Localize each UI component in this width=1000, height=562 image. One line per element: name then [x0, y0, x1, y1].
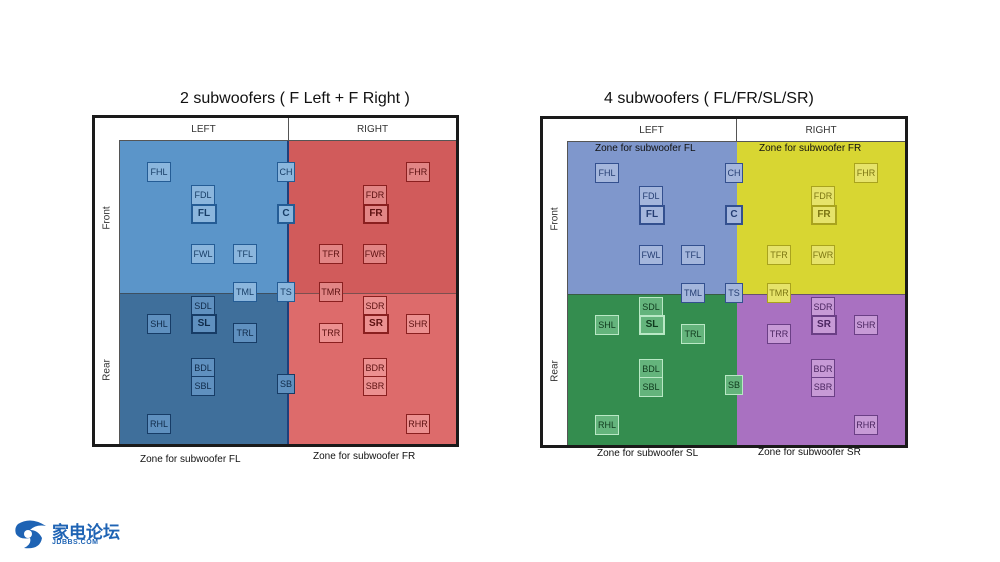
- side-column: Front Rear: [95, 140, 120, 444]
- speaker-shr: SHR: [854, 315, 878, 335]
- speaker-sb: SB: [725, 375, 743, 395]
- speaker-fhl: FHL: [147, 162, 171, 182]
- speaker-tmr: TMR: [319, 282, 343, 302]
- speaker-trl: TRL: [681, 324, 705, 344]
- speaker-fr: FR: [811, 205, 837, 225]
- speaker-tml: TML: [681, 283, 705, 303]
- speaker-sl: SL: [639, 315, 665, 335]
- speaker-shr: SHR: [406, 314, 430, 334]
- site-logo: 家电论坛 JDBBS.COM: [12, 518, 137, 554]
- speaker-trr: TRR: [767, 324, 791, 344]
- speaker-bdl: BDL: [639, 359, 663, 379]
- speaker-tfr: TFR: [767, 245, 791, 265]
- speaker-bdl: BDL: [191, 358, 215, 378]
- speaker-trr: TRR: [319, 323, 343, 343]
- speaker-ts: TS: [277, 282, 295, 302]
- speaker-fr: FR: [363, 204, 389, 224]
- logo-icon: [15, 520, 47, 549]
- side-rear-label: Rear: [549, 360, 561, 382]
- speaker-sb: SB: [277, 374, 295, 394]
- logo-domain: JDBBS.COM: [52, 539, 99, 546]
- speaker-tfl: TFL: [233, 244, 257, 264]
- speaker-fdr: FDR: [363, 185, 387, 205]
- diagram2-title: 4 subwoofers ( FL/FR/SL/SR): [604, 90, 814, 107]
- zone-fr-label: Zone for subwoofer FR: [313, 451, 416, 462]
- speaker-tfr: TFR: [319, 244, 343, 264]
- speaker-fl: FL: [639, 205, 665, 225]
- speaker-rhl: RHL: [595, 415, 619, 435]
- zone-fl-label: Zone for subwoofer FL: [595, 143, 696, 154]
- speaker-bdr: BDR: [363, 358, 387, 378]
- speaker-c: C: [277, 204, 295, 224]
- speaker-sbr: SBR: [363, 376, 387, 396]
- speaker-sbl: SBL: [191, 376, 215, 396]
- speaker-rhl: RHL: [147, 414, 171, 434]
- logo-name: 家电论坛: [52, 523, 120, 542]
- speaker-trl: TRL: [233, 323, 257, 343]
- side-column: Front Rear: [543, 141, 568, 445]
- speaker-ch: CH: [725, 163, 743, 183]
- zone-fl-label: Zone for subwoofer FL: [140, 454, 241, 465]
- diagram2-panel: LEFT RIGHT Front Rear Zone for subwoofer…: [540, 116, 908, 448]
- header-right: RIGHT: [289, 118, 456, 141]
- speaker-c: C: [725, 205, 743, 225]
- speaker-shl: SHL: [595, 315, 619, 335]
- zone-sr-label: Zone for subwoofer SR: [758, 447, 861, 458]
- speaker-fwr: FWR: [363, 244, 387, 264]
- speaker-sdr: SDR: [363, 296, 387, 316]
- speaker-fhl: FHL: [595, 163, 619, 183]
- speaker-sl: SL: [191, 314, 217, 334]
- speaker-fwr: FWR: [811, 245, 835, 265]
- speaker-shl: SHL: [147, 314, 171, 334]
- speaker-fhr: FHR: [406, 162, 430, 182]
- speaker-ts: TS: [725, 283, 743, 303]
- side-front-label: Front: [101, 206, 113, 230]
- speaker-sdl: SDL: [191, 296, 215, 316]
- speaker-fl: FL: [191, 204, 217, 224]
- speaker-fdr: FDR: [811, 186, 835, 206]
- speaker-tfl: TFL: [681, 245, 705, 265]
- speaker-fhr: FHR: [854, 163, 878, 183]
- speaker-tml: TML: [233, 282, 257, 302]
- speaker-rhr: RHR: [854, 415, 878, 435]
- speaker-tmr: TMR: [767, 283, 791, 303]
- speaker-rhr: RHR: [406, 414, 430, 434]
- speaker-sdl: SDL: [639, 297, 663, 317]
- header-left: LEFT: [567, 119, 737, 142]
- header-left: LEFT: [119, 118, 289, 141]
- diagram1-title: 2 subwoofers ( F Left + F Right ): [180, 90, 410, 107]
- zone-sl-label: Zone for subwoofer SL: [597, 448, 699, 459]
- speaker-fwl: FWL: [191, 244, 215, 264]
- side-front-label: Front: [549, 207, 561, 231]
- header-right: RIGHT: [737, 119, 905, 142]
- speaker-bdr: BDR: [811, 359, 835, 379]
- speaker-sr: SR: [811, 315, 837, 335]
- speaker-sr: SR: [363, 314, 389, 334]
- speaker-sbl: SBL: [639, 377, 663, 397]
- side-rear-label: Rear: [101, 359, 113, 381]
- diagram1-panel: LEFT RIGHT Front Rear FHL FDL FL CH C FDR FR FH…: [92, 115, 459, 447]
- speaker-fwl: FWL: [639, 245, 663, 265]
- zone-fr-label: Zone for subwoofer FR: [759, 143, 862, 154]
- speaker-sbr: SBR: [811, 377, 835, 397]
- speaker-fdl: FDL: [191, 185, 215, 205]
- speaker-fdl: FDL: [639, 186, 663, 206]
- speaker-sdr: SDR: [811, 297, 835, 317]
- speaker-ch: CH: [277, 162, 295, 182]
